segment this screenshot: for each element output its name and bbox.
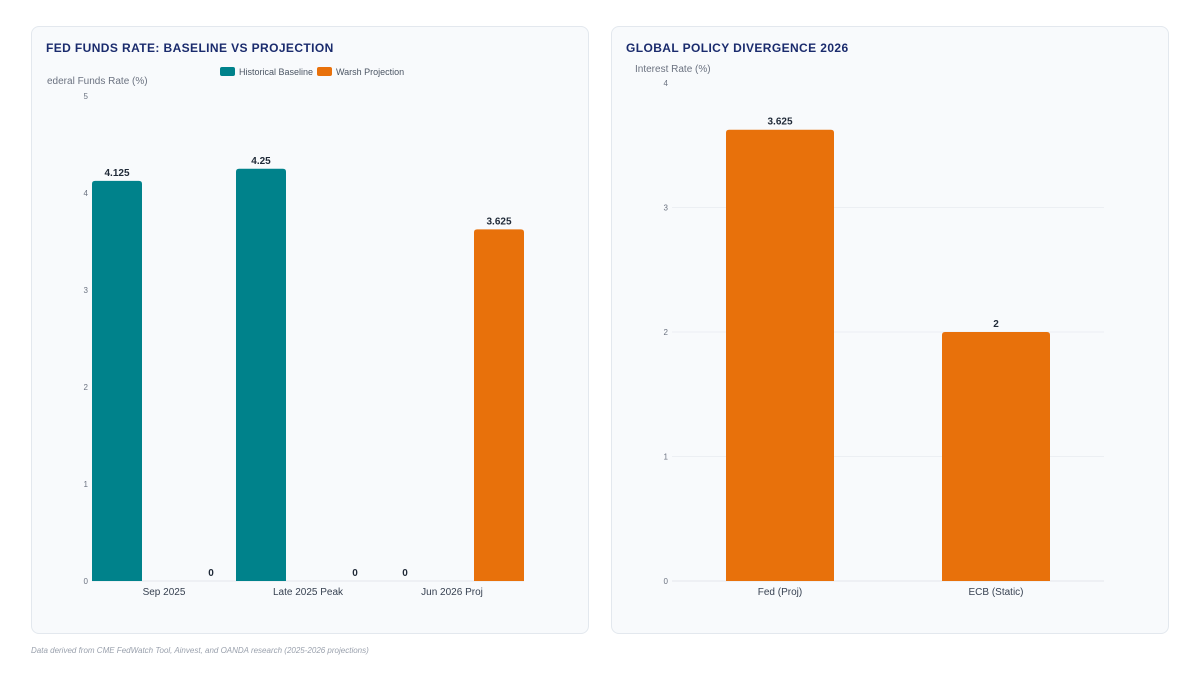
x-tick-label: Jun 2026 Proj xyxy=(421,587,483,598)
data-label: 3.625 xyxy=(486,216,511,227)
y-tick-label: 2 xyxy=(664,328,669,337)
bar-chart-fed-funds: ederal Funds Rate (%) 0 1 2 3 4 5 Historical Ba… xyxy=(47,67,524,598)
chart-title: GLOBAL POLICY DIVERGENCE 2026 xyxy=(626,41,849,55)
y-tick-label: 4 xyxy=(664,79,669,88)
legend-label: Warsh Projection xyxy=(336,67,404,77)
y-tick-label: 0 xyxy=(84,577,89,586)
data-label: 3.625 xyxy=(767,117,792,128)
bar xyxy=(726,129,834,581)
x-tick-label: Fed (Proj) xyxy=(758,587,802,598)
y-tick-label: 1 xyxy=(664,453,669,462)
y-tick-label: 0 xyxy=(664,577,669,586)
data-label: 0 xyxy=(402,568,408,579)
x-tick-label: ECB (Static) xyxy=(968,587,1023,598)
data-label: 4.25 xyxy=(251,156,271,167)
data-label: 0 xyxy=(352,568,358,579)
source-footnote: Data derived from CME FedWatch Tool, Ain… xyxy=(31,646,369,655)
legend-label: Historical Baseline xyxy=(239,67,313,77)
bar xyxy=(474,229,524,581)
y-tick-label: 5 xyxy=(84,92,89,101)
legend-swatch xyxy=(317,67,332,76)
chart-panel-fed-funds: FED FUNDS RATE: BASELINE VS PROJECTION e… xyxy=(31,26,589,634)
y-tick-label: 4 xyxy=(84,189,89,198)
y-axis-label: Interest Rate (%) xyxy=(635,64,711,75)
data-label: 4.125 xyxy=(104,168,129,179)
y-tick-label: 2 xyxy=(84,383,89,392)
data-label: 0 xyxy=(208,568,214,579)
bar xyxy=(92,180,142,581)
data-label: 2 xyxy=(993,319,999,330)
y-tick-label: 1 xyxy=(84,480,89,489)
bar-chart-global-divergence: Interest Rate (%) 0 1 2 3 4 3.625 Fed (Proj) 2 EC… xyxy=(635,64,1104,598)
y-tick-label: 3 xyxy=(84,286,89,295)
bar xyxy=(236,168,286,581)
chart-title: FED FUNDS RATE: BASELINE VS PROJECTION xyxy=(46,41,334,55)
chart-panel-global-divergence: GLOBAL POLICY DIVERGENCE 2026 Interest R… xyxy=(611,26,1169,634)
y-tick-label: 3 xyxy=(664,204,669,213)
bar xyxy=(942,332,1050,581)
y-axis-label: ederal Funds Rate (%) xyxy=(47,76,148,87)
legend-swatch xyxy=(220,67,235,76)
x-tick-label: Sep 2025 xyxy=(143,587,186,598)
x-tick-label: Late 2025 Peak xyxy=(273,587,344,598)
